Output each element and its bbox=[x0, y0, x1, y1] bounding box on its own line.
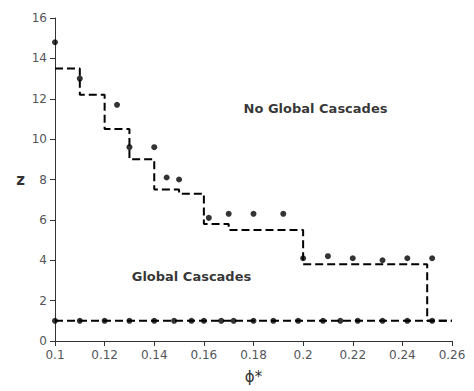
svg-text:0.14: 0.14 bbox=[141, 348, 168, 362]
svg-text:0.1: 0.1 bbox=[45, 348, 64, 362]
svg-text:0: 0 bbox=[39, 334, 47, 348]
svg-text:ϕ*: ϕ* bbox=[245, 368, 263, 386]
svg-text:10: 10 bbox=[32, 132, 47, 146]
svg-text:Global Cascades: Global Cascades bbox=[132, 269, 252, 284]
svg-text:0.12: 0.12 bbox=[91, 348, 118, 362]
svg-text:6: 6 bbox=[39, 213, 47, 227]
svg-text:14: 14 bbox=[32, 51, 47, 65]
svg-text:0.26: 0.26 bbox=[439, 348, 466, 362]
svg-text:0.24: 0.24 bbox=[389, 348, 416, 362]
svg-text:z: z bbox=[16, 171, 25, 189]
svg-text:2: 2 bbox=[39, 294, 47, 308]
svg-text:16: 16 bbox=[32, 11, 47, 25]
svg-text:0.2: 0.2 bbox=[294, 348, 313, 362]
svg-text:0.16: 0.16 bbox=[191, 348, 218, 362]
svg-text:0.22: 0.22 bbox=[339, 348, 366, 362]
svg-text:No Global Cascades: No Global Cascades bbox=[244, 101, 388, 116]
svg-text:12: 12 bbox=[32, 92, 47, 106]
svg-text:8: 8 bbox=[39, 173, 47, 187]
svg-text:0.18: 0.18 bbox=[240, 348, 267, 362]
svg-text:4: 4 bbox=[39, 253, 47, 267]
